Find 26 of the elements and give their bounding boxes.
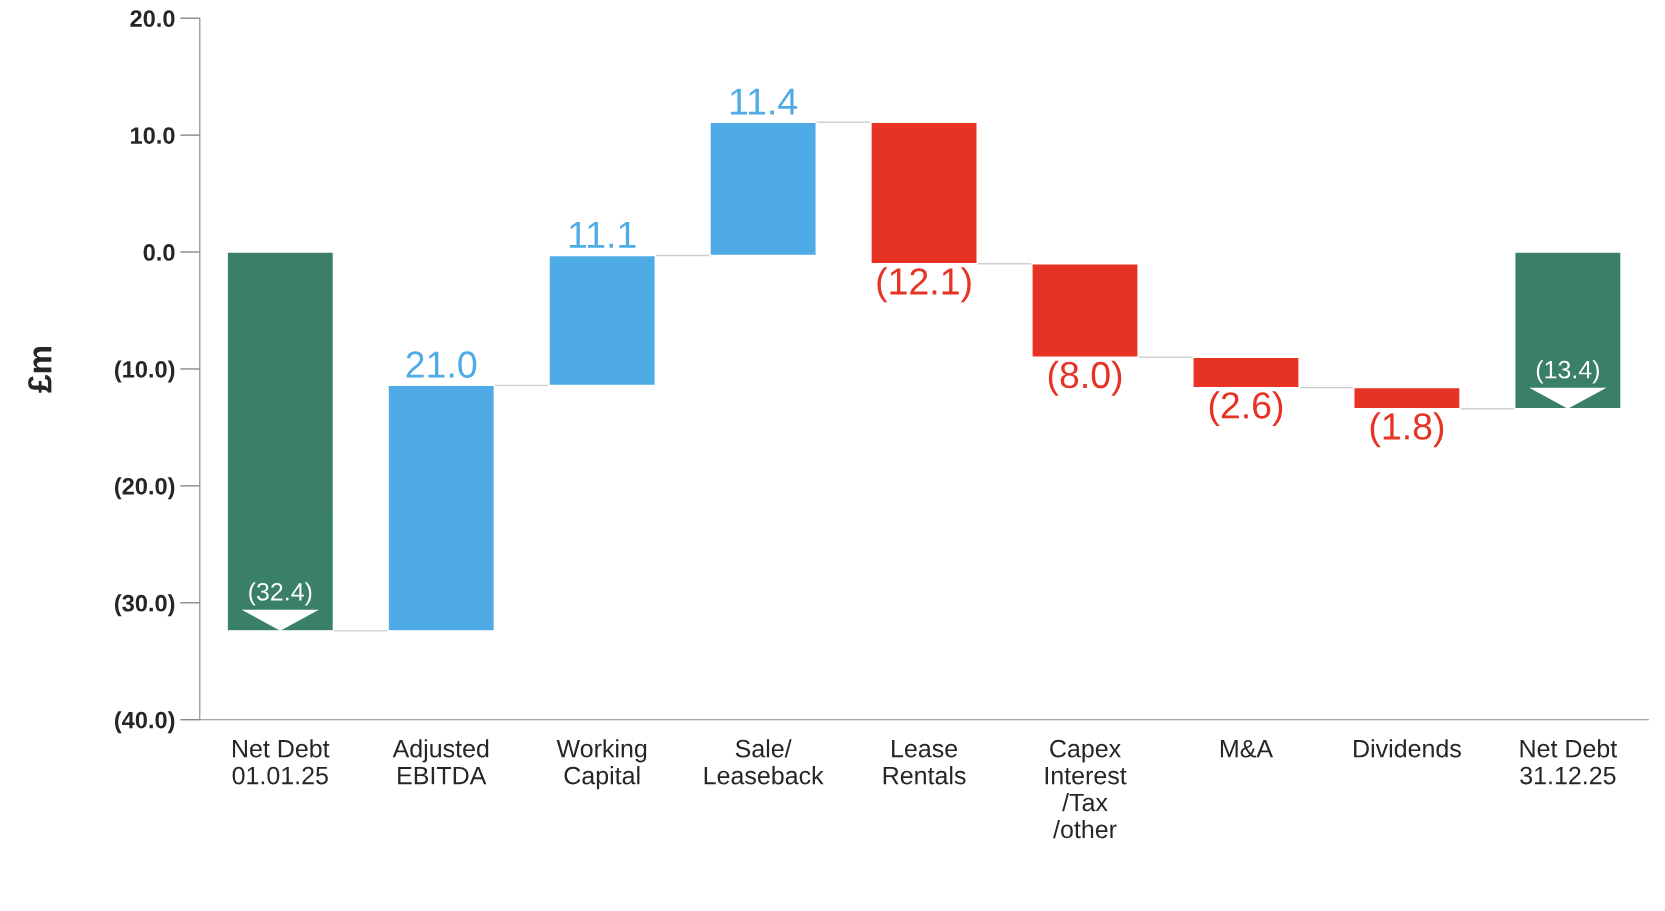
data-label: (12.1) — [877, 267, 971, 303]
y-tick-label: 0.0 — [143, 244, 175, 261]
x-tick-label: Dividends — [1354, 739, 1461, 758]
x-tick-label: Lease Rentals — [883, 740, 966, 785]
y-tick-label: (20.0) — [115, 477, 175, 500]
y-axis-title: £m — [28, 346, 52, 393]
x-tick-label: Sale/ Leaseback — [704, 739, 824, 785]
data-label: (13.4) — [1536, 360, 1599, 384]
x-tick-label: Working Capital — [556, 739, 647, 790]
x-tick-label: Adjusted EBITDA — [392, 739, 489, 785]
data-label: (2.6) — [1209, 391, 1283, 427]
data-label: (32.4) — [249, 582, 312, 606]
y-tick-label: (10.0) — [115, 360, 175, 383]
y-tick-label: (40.0) — [115, 711, 175, 734]
data-label: (1.8) — [1370, 412, 1444, 448]
x-tick-label: Net Debt 01.01.25 — [232, 739, 330, 785]
y-tick-label: 20.0 — [130, 10, 175, 28]
y-tick-label: 10.0 — [131, 127, 175, 144]
x-tick-label: Capex Interest /Tax /other — [1045, 739, 1127, 839]
data-label: (8.0) — [1048, 360, 1122, 396]
data-label: 21.0 — [406, 351, 477, 378]
data-label: 11.4 — [730, 88, 798, 115]
x-tick-label: Net Debt 31.12.25 — [1520, 739, 1618, 785]
y-tick-label: (30.0) — [115, 594, 175, 617]
x-tick-label: M&A — [1220, 739, 1274, 758]
data-label: 11.1 — [569, 221, 636, 248]
